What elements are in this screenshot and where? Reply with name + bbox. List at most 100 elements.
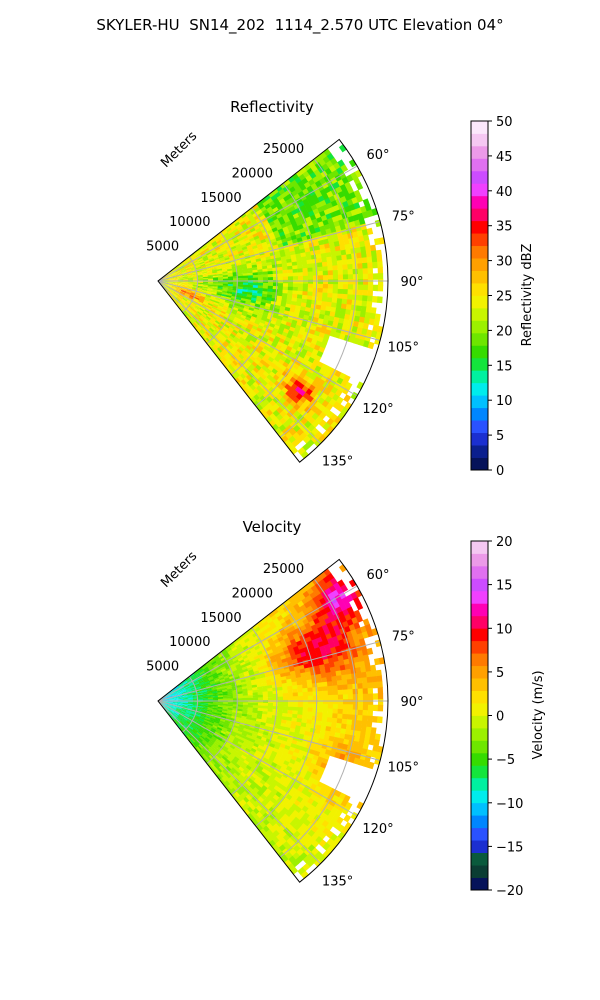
field-cell — [307, 703, 314, 709]
field-cell — [172, 278, 179, 280]
field-cell — [267, 365, 274, 372]
field-cell — [251, 325, 258, 331]
field-cell — [255, 379, 262, 386]
field-cell — [237, 271, 243, 275]
field-cell — [215, 297, 221, 301]
field-cell — [223, 652, 230, 657]
field-cell — [247, 358, 254, 365]
field-cell — [203, 719, 210, 724]
field-cell — [242, 282, 249, 286]
field-cell — [377, 284, 384, 292]
field-cell — [306, 679, 313, 685]
field-cell — [257, 773, 264, 780]
field-cell — [235, 363, 242, 370]
field-cell — [270, 194, 278, 201]
field-cell — [283, 279, 289, 284]
field-cell — [197, 677, 204, 682]
field-cell — [174, 266, 179, 270]
field-cell — [282, 266, 288, 271]
field-cell — [366, 647, 374, 655]
field-cell — [212, 662, 218, 667]
reflectivity-grid — [157, 158, 388, 444]
field-cell — [248, 214, 255, 221]
field-cell — [249, 750, 256, 756]
field-cell — [188, 701, 194, 703]
field-cell — [172, 703, 178, 705]
field-cell — [292, 685, 298, 690]
field-cell — [197, 278, 204, 280]
field-cell — [172, 694, 178, 697]
field-cell — [170, 709, 175, 714]
field-cell — [168, 279, 174, 281]
field-cell — [362, 268, 369, 275]
field-cell — [251, 684, 258, 688]
field-cell — [375, 669, 382, 677]
field-cell — [202, 723, 208, 728]
field-cell — [243, 657, 250, 662]
field-cell — [317, 288, 324, 293]
field-cell — [295, 673, 302, 679]
field-cell — [171, 286, 177, 289]
field-cell — [177, 303, 182, 309]
field-cell — [274, 620, 282, 628]
field-cell — [237, 282, 244, 285]
field-cell — [206, 671, 212, 676]
field-cell — [179, 266, 185, 270]
field-cell — [239, 674, 245, 679]
field-cell — [202, 287, 208, 290]
field-cell — [316, 258, 323, 264]
field-cell — [266, 717, 272, 722]
field-cell — [249, 775, 256, 782]
field-cell — [198, 324, 204, 330]
field-cell — [195, 733, 201, 738]
field-cell — [173, 293, 179, 297]
field-cell — [221, 294, 227, 297]
field-cell — [177, 698, 184, 700]
field-cell — [173, 279, 179, 281]
field-cell — [222, 691, 228, 694]
field-cell — [171, 691, 177, 695]
field-cell — [267, 288, 273, 293]
field-cell — [355, 305, 362, 312]
field-cell — [187, 306, 193, 312]
field-cell — [226, 295, 232, 299]
field-cell — [328, 735, 335, 742]
field-cell — [292, 293, 298, 299]
field-cell — [274, 670, 281, 676]
field-cell — [172, 693, 177, 696]
field-cell — [225, 352, 232, 359]
field-cell — [188, 297, 194, 301]
field-cell — [237, 667, 243, 673]
field-cell — [197, 286, 203, 289]
field-cell — [212, 253, 219, 258]
field-cell — [327, 690, 334, 696]
field-cell — [327, 685, 333, 692]
field-cell — [182, 705, 188, 708]
field-cell — [367, 290, 373, 297]
field-cell — [329, 750, 337, 758]
field-cell — [200, 293, 207, 297]
field-cell — [297, 703, 304, 708]
field-cell — [202, 697, 209, 700]
field-cell — [317, 695, 324, 700]
field-cell — [274, 335, 281, 342]
field-cell — [217, 332, 224, 338]
field-cell — [267, 746, 275, 752]
field-cell — [337, 288, 344, 295]
field-cell — [250, 316, 257, 321]
field-cell — [290, 674, 297, 680]
field-cell — [174, 266, 180, 270]
field-cell — [167, 704, 173, 707]
field-cell — [204, 325, 210, 331]
field-cell — [233, 239, 240, 244]
field-cell — [205, 331, 211, 337]
field-cell — [263, 782, 270, 789]
figure-title: SKYLER-HU SN14_202 1114_2.570 UTC Elevat… — [96, 16, 504, 34]
field-cell — [176, 297, 182, 302]
field-cell — [267, 356, 275, 363]
field-cell — [184, 683, 190, 688]
field-cell — [261, 768, 268, 775]
field-cell — [205, 263, 211, 267]
field-cell — [269, 743, 276, 749]
field-cell — [338, 239, 345, 247]
